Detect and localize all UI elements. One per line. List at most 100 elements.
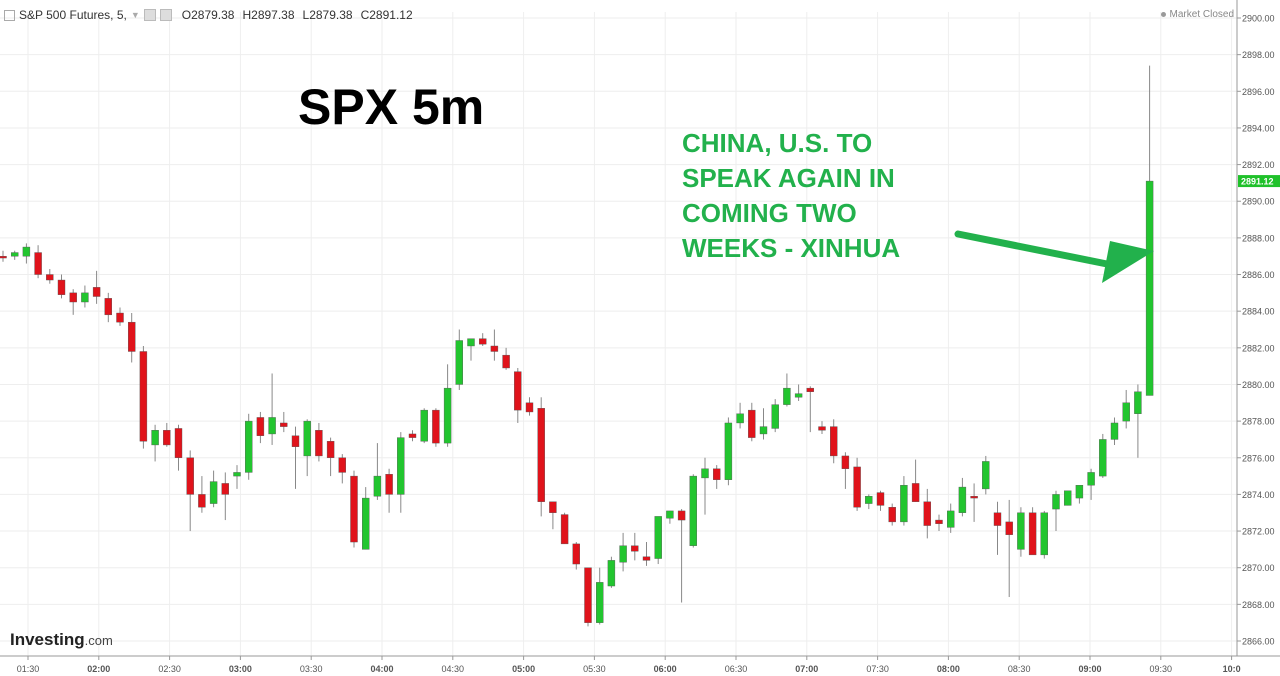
candle-body (268, 417, 276, 435)
candle (560, 512, 569, 545)
eye-icon[interactable] (159, 9, 172, 21)
candle (876, 490, 885, 511)
candle-body (631, 545, 639, 552)
x-tick-label: 06:00 (654, 664, 677, 674)
candle (713, 465, 721, 489)
market-status-text: Market Closed (1169, 9, 1234, 20)
logo-brand: Investing (10, 630, 85, 649)
candle-body (830, 426, 838, 457)
candle (982, 455, 990, 495)
candle-body (958, 486, 967, 513)
candle-body (315, 430, 323, 457)
arrow-head (1102, 241, 1154, 283)
time-axis[interactable]: 01:30 02:00 02:30 03:00 03:30 04:00 04:30 05:00… (0, 655, 1280, 674)
candle (1005, 499, 1013, 598)
x-tick-label: 10:0 (1223, 664, 1241, 674)
candle (479, 333, 487, 346)
candle (1122, 389, 1130, 429)
candle (736, 402, 744, 429)
candle (81, 285, 89, 308)
candle-body (373, 475, 382, 497)
low-value: L2879.38 (302, 8, 353, 22)
candle (935, 514, 943, 532)
headline-line: COMING TWO (682, 198, 857, 228)
chart-title: SPX 5m (298, 79, 485, 135)
candle (280, 411, 288, 433)
candle (221, 472, 230, 521)
candle (139, 345, 148, 449)
candle-body (794, 393, 803, 398)
y-tick-label: 2870.00 (1242, 563, 1275, 573)
candle (92, 270, 101, 304)
candle-body (1005, 521, 1013, 535)
x-tick-label: 09:00 (1078, 664, 1101, 674)
y-tick-label: 2894.00 (1242, 123, 1275, 133)
market-status: Market Closed (1160, 9, 1234, 20)
news-headline: CHINA, U.S. TO SPEAK AGAIN IN COMING TWO… (682, 126, 1002, 266)
y-tick-label: 2872.00 (1242, 527, 1275, 537)
y-tick-label: 2886.00 (1242, 270, 1275, 280)
x-tick-label: 03:00 (229, 664, 252, 674)
candle (771, 399, 779, 433)
ohlc-readout: O2879.38 H2897.38 L2879.38 C2891.12 (182, 8, 413, 22)
candle-body (1145, 180, 1154, 396)
candle (677, 509, 686, 603)
x-tick-label: 06:30 (725, 664, 748, 674)
candle-body (900, 485, 908, 523)
candle (1052, 490, 1060, 532)
y-tick-label: 2900.00 (1242, 14, 1275, 24)
candle (1145, 65, 1154, 396)
symbol-label[interactable]: S&P 500 Futures, 5, (19, 8, 127, 22)
candle (514, 367, 522, 423)
candle-body (432, 409, 440, 444)
candle (549, 501, 557, 530)
collapse-icon[interactable] (4, 9, 15, 21)
candle (619, 532, 627, 572)
candle-body (490, 345, 499, 352)
candle (806, 386, 814, 433)
price-axis[interactable]: 2866.00 2868.00 2870.00 2872.00 2874.00 2876.… (1236, 0, 1275, 656)
candle (783, 373, 791, 407)
candle-body (771, 404, 779, 429)
candle-body (46, 274, 54, 281)
candle-body (1040, 512, 1049, 556)
candle (701, 457, 709, 515)
candle-body (596, 582, 604, 623)
candle (198, 476, 206, 513)
candle-body (104, 298, 113, 316)
y-tick-label: 2890.00 (1242, 197, 1275, 207)
candle (830, 419, 838, 464)
y-tick-label: 2874.00 (1242, 490, 1275, 500)
y-tick-label: 2880.00 (1242, 380, 1275, 390)
candle-body (783, 387, 791, 405)
y-tick-label: 2892.00 (1242, 160, 1275, 170)
x-tick-label: 02:00 (87, 664, 110, 674)
close-value: C2891.12 (360, 8, 413, 22)
candle (268, 373, 276, 445)
candle (654, 516, 662, 565)
candle-body (993, 512, 1002, 526)
headline-line: WEEKS - XINHUA (682, 233, 901, 263)
candle-body (911, 483, 920, 502)
chart-grid (0, 12, 1237, 656)
candle (1017, 507, 1025, 557)
candle (10, 250, 19, 260)
candle (0, 250, 7, 262)
candle (794, 384, 803, 401)
settings-icon[interactable] (143, 9, 156, 21)
candle-body (57, 279, 66, 295)
candle-body (724, 422, 733, 480)
candle-body (1099, 439, 1107, 477)
candle (631, 532, 639, 561)
candle (432, 408, 440, 447)
candle-body (514, 371, 522, 411)
candle-body (350, 475, 358, 543)
last-price-label: 2891.12 (1241, 177, 1274, 187)
candle-body (1028, 512, 1037, 556)
x-tick-label: 07:00 (795, 664, 818, 674)
chevron-down-icon[interactable]: ▼ (130, 10, 140, 20)
status-dot-icon (1160, 11, 1166, 17)
candle-body (841, 455, 850, 469)
candle-body (888, 507, 896, 523)
